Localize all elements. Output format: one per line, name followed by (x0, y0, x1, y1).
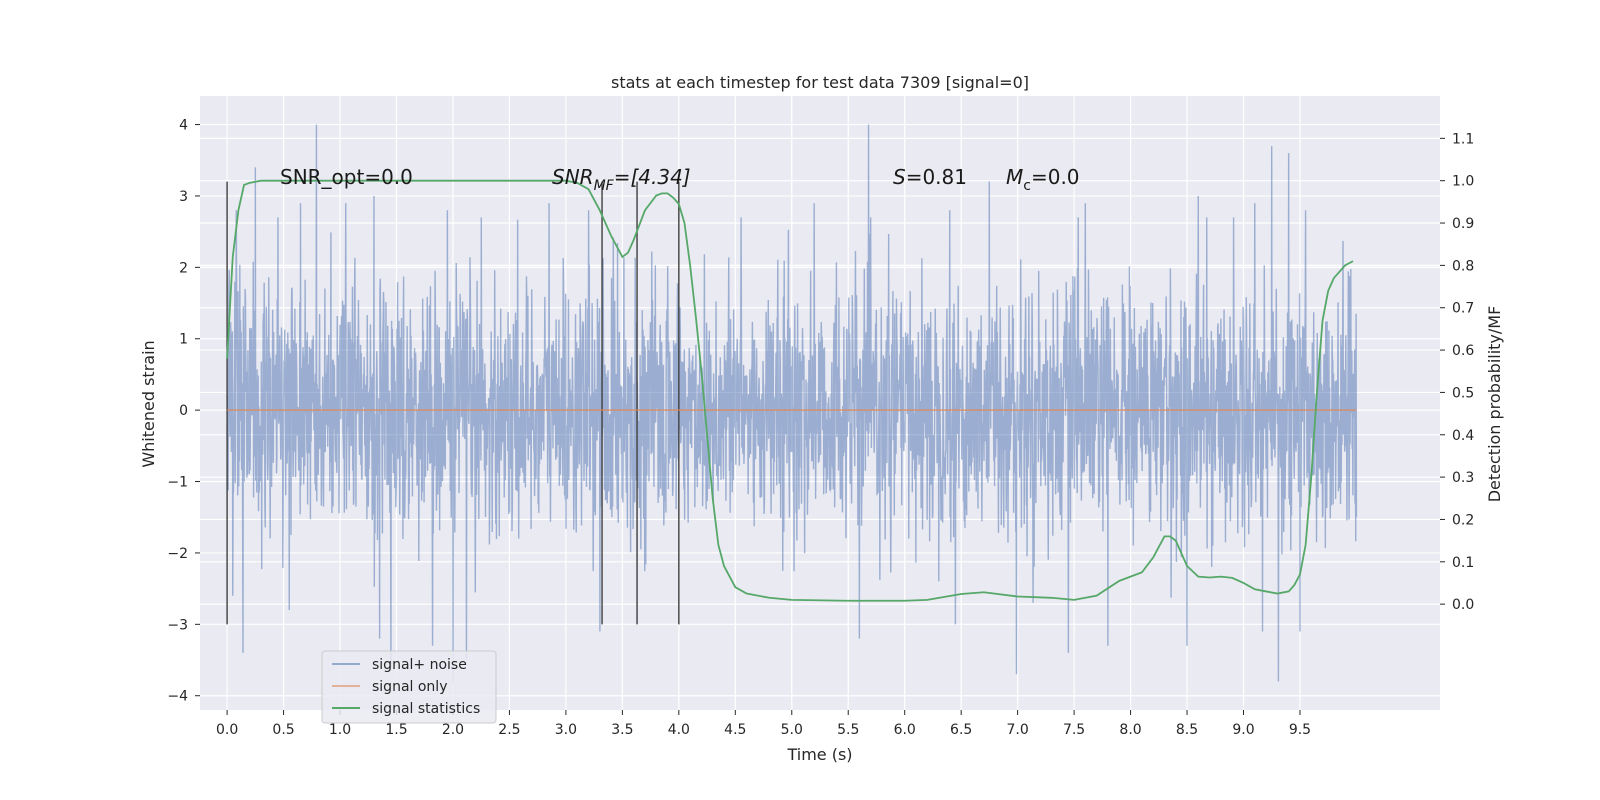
y2-tick-label-10: 0.1 (1452, 555, 1474, 571)
right-axis-label: Detection probability/MF (1485, 306, 1504, 503)
x-axis-ticks: 0.0 0.5 1.0 1.5 2.0 2.5 3.0 3.5 4.0 4.5 5.0 5.5 6.0 6… (216, 710, 1311, 738)
snr-mf-base: SNR (552, 165, 594, 189)
x-tick-label-17: 8.5 (1176, 722, 1198, 738)
x-tick-label-13: 6.5 (950, 722, 972, 738)
x-tick-label-2: 1.0 (329, 722, 351, 738)
y-axis-label: Whitened strain (139, 340, 158, 467)
annotation-snr-mf: SNRMF=[4.34] (552, 165, 691, 194)
y-tick-label-3: 1 (179, 332, 188, 348)
legend-label-signal-statistics: signal statistics (372, 701, 480, 717)
x-tick-label-1: 0.5 (272, 722, 294, 738)
y-tick-label-1: 3 (179, 189, 188, 205)
chart-title: stats at each timestep for test data 730… (611, 73, 1029, 92)
y-tick-label-7: −3 (167, 617, 188, 633)
legend-box (321, 650, 497, 724)
x-axis-label: Time (s) (786, 745, 852, 764)
y-tick-label-8: −4 (167, 689, 188, 705)
x-tick-label-4: 2.0 (442, 722, 464, 738)
annotation-mc: Mc=0.0 (1006, 165, 1080, 194)
mc-subscript: c (1023, 178, 1031, 194)
y2-tick-label-3: 0.8 (1452, 258, 1474, 274)
x-tick-label-16: 8.0 (1119, 722, 1141, 738)
x-tick-label-5: 2.5 (498, 722, 520, 738)
snr-mf-subscript: MF (594, 178, 615, 194)
legend: signal+ noise signal only signal statist… (321, 650, 497, 724)
signal-statistics-line (226, 179, 1354, 602)
x-tick-label-10: 5.0 (781, 722, 803, 738)
y2-tick-label-9: 0.2 (1452, 512, 1474, 528)
annotation-s: S=0.81 (893, 165, 967, 189)
y2-tick-label-8: 0.3 (1452, 470, 1474, 486)
x-tick-label-15: 7.5 (1063, 722, 1085, 738)
s-symbol: S (893, 165, 906, 189)
y2-tick-label-6: 0.5 (1452, 385, 1474, 401)
y-tick-label-4: 0 (179, 403, 188, 419)
signal-statistics-series (226, 179, 1354, 602)
x-tick-label-12: 6.0 (894, 722, 916, 738)
y-tick-label-5: −1 (167, 475, 188, 491)
y-tick-label-0: 4 (179, 118, 188, 134)
x-tick-label-3: 1.5 (385, 722, 407, 738)
y-axis-ticks: 4 3 2 1 0 −1 −2 −3 −4 (167, 118, 200, 705)
x-tick-label-6: 3.0 (555, 722, 577, 738)
y2-tick-label-2: 0.9 (1452, 216, 1474, 232)
x-tick-label-7: 3.5 (611, 722, 633, 738)
annotation-snr-opt: SNR_opt=0.0 (280, 165, 413, 189)
x-tick-label-9: 4.5 (724, 722, 746, 738)
s-value: =0.81 (906, 165, 967, 189)
x-tick-label-0: 0.0 (216, 722, 238, 738)
mc-symbol: M (1006, 165, 1023, 189)
x-tick-label-18: 9.0 (1232, 722, 1254, 738)
legend-label-signal-only: signal only (372, 679, 447, 695)
y2-tick-label-7: 0.4 (1452, 428, 1474, 444)
legend-label-signal-noise: signal+ noise (372, 657, 467, 673)
y2-tick-label-4: 0.7 (1452, 301, 1474, 317)
y2-tick-label-11: 0.0 (1452, 597, 1474, 613)
y-tick-label-6: −2 (167, 546, 188, 562)
signal-plus-noise-series (226, 124, 1358, 682)
x-tick-label-19: 9.5 (1289, 722, 1311, 738)
y-tick-label-2: 2 (179, 260, 188, 276)
y2-tick-label-1: 1.0 (1452, 174, 1474, 190)
y2-tick-label-5: 0.6 (1452, 343, 1474, 359)
y2-tick-label-0: 1.1 (1452, 131, 1474, 147)
snr-mf-value: =[4.34] (614, 165, 691, 189)
right-axis-ticks: 1.1 1.0 0.9 0.8 0.7 0.6 0.5 0.4 0.3 0.2 0.1 0.0 (1440, 131, 1474, 613)
vertical-markers (226, 181, 680, 625)
x-tick-label-8: 4.0 (668, 722, 690, 738)
mc-value: =0.0 (1031, 165, 1080, 189)
signal-plus-noise-line (226, 124, 1358, 682)
x-tick-label-14: 7.0 (1006, 722, 1028, 738)
x-tick-label-11: 5.5 (837, 722, 859, 738)
